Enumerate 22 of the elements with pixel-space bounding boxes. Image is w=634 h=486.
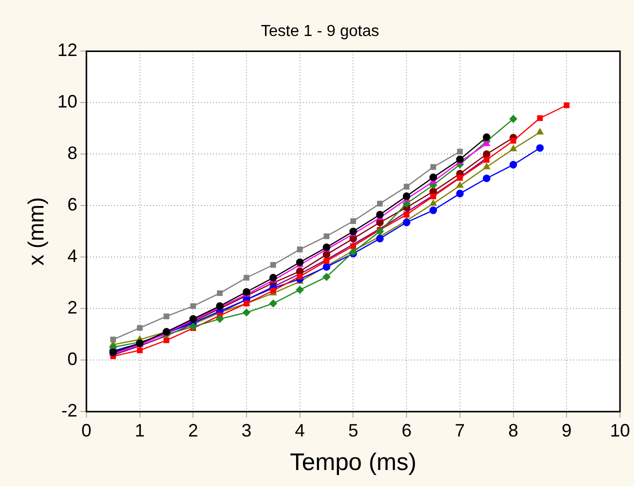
y-tick-label: 6 <box>67 194 78 215</box>
y-tick-label: 8 <box>67 143 78 164</box>
x-tick-label: 4 <box>294 420 305 440</box>
x-tick-label: 1 <box>134 420 145 440</box>
y-tick-label: 2 <box>67 298 78 318</box>
x-tick-label: 10 <box>610 420 630 440</box>
x-tick-label: 9 <box>562 420 572 440</box>
x-tick-label: 6 <box>402 420 412 440</box>
x-tick-label: 7 <box>454 420 465 440</box>
y-tick-label: 12 <box>57 40 78 60</box>
y-tick-label: -2 <box>61 400 78 421</box>
x-axis-title: Tempo (ms) <box>290 449 417 476</box>
y-tick-label: 10 <box>57 92 78 112</box>
y-axis-title: x (mm) <box>23 197 48 266</box>
y-tick-label: 4 <box>67 246 78 266</box>
x-tick-label: 8 <box>508 420 518 440</box>
x-tick-label: 3 <box>241 420 252 440</box>
y-tick-label: 0 <box>67 349 78 370</box>
x-tick-label: 5 <box>348 420 358 440</box>
chart-title: Teste 1 - 9 gotas <box>260 23 380 40</box>
x-tick-label: 0 <box>81 420 92 440</box>
x-tick-label: 2 <box>188 420 198 440</box>
